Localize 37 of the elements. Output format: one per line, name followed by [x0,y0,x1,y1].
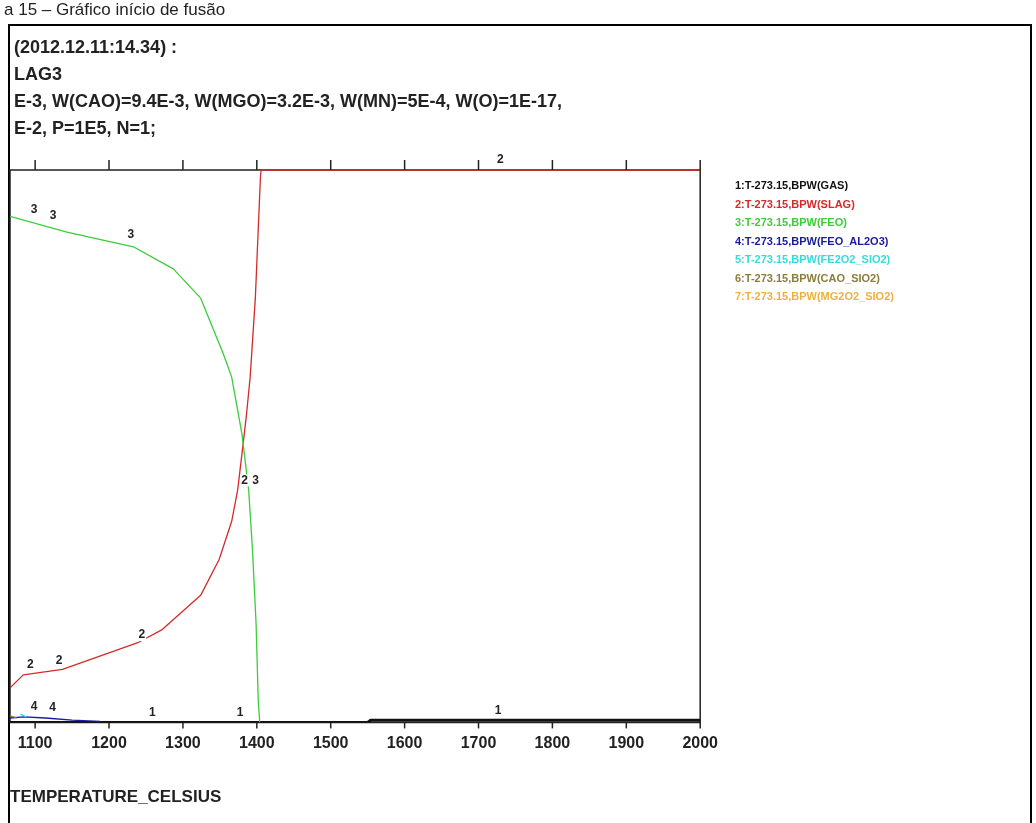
text: 1:T-273.15,BPW(GAS) [735,178,850,193]
annotation: 2 [241,472,249,487]
annotation: 3 [30,202,38,217]
x-tick-label: 1800 [534,734,571,752]
x-tick-label: 1900 [608,734,645,752]
x-tick-label: 1300 [165,734,201,752]
x-tick-label: 1200 [91,734,127,752]
text: E-3, W(CAO)=9.4E-3, W(MGO)=3.2E-3, W(MN)=5E-4, W(O)=1E-17, [14,90,563,113]
annotation: 2 [138,627,146,642]
x-tick-label: 1100 [17,734,53,752]
text: 5:T-273.15,BPW(FE2O2_SIO2) [735,252,892,267]
x-tick-label: 2000 [682,734,719,752]
annotation: 3 [252,472,260,487]
x-tick-label: 1700 [460,734,497,752]
text: LAG3 [14,63,63,86]
annotation: 4 [30,699,38,714]
text: 4:T-273.15,BPW(FEO_AL2O3) [735,233,890,249]
x-tick-label: 1500 [312,734,349,752]
x-axis-title: TEMPERATURE_CELSIUS [10,787,222,807]
text: 3:T-273.15,BPW(FEO) [735,215,848,230]
annotation: 2 [26,657,34,672]
x-tick-label: 1600 [386,734,423,752]
annotation: 3 [49,207,57,222]
annotation: 4 [49,700,57,715]
annotation: 2 [55,653,63,668]
legend-label: 7:T-273.15,BPW(MG2O2_SIO2) [735,289,894,304]
annotation: 1 [148,704,156,719]
text: 6:T-273.15,BPW(CAO_SIO2) [735,270,881,286]
annotation: 1 [236,704,244,719]
text: E-2, P=1E5, N=1; [14,117,158,140]
annotation: 2 [496,152,504,167]
annotation: 1 [494,702,502,717]
annotation: 3 [127,226,135,241]
text: (2012.12.11:14.34) : [14,36,179,59]
chart-title: a 15 – Gráfico início de fusão [4,0,226,20]
text: 2:T-273.15,BPW(SLAG) [735,196,856,212]
x-tick-label: 1400 [239,734,275,752]
